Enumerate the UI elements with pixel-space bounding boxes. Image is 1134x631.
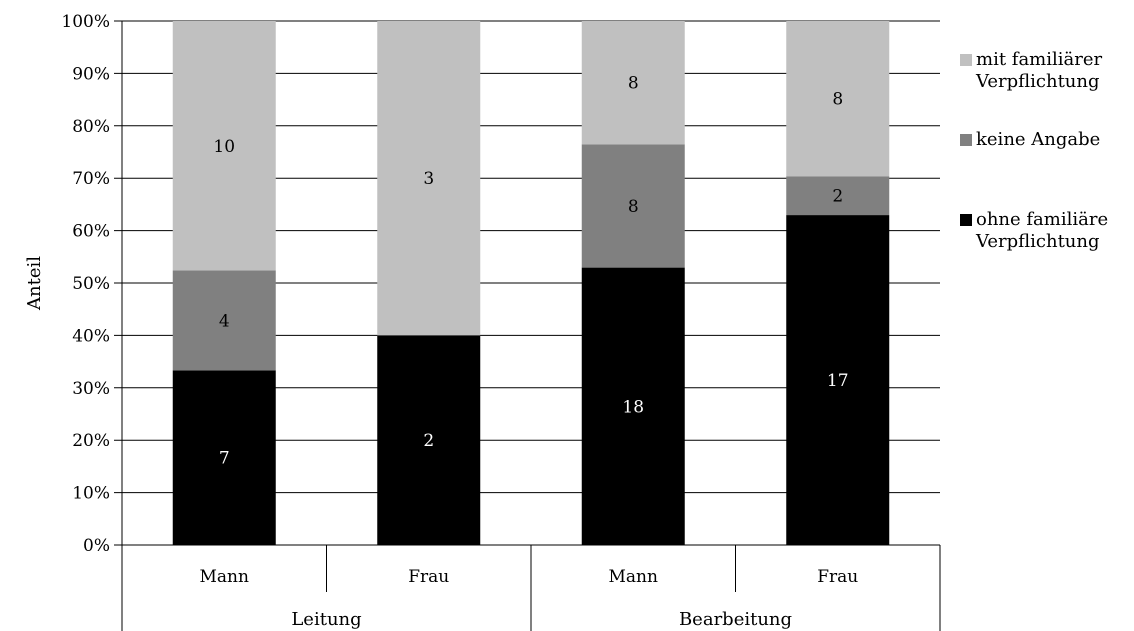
y-tick-label: 100% <box>61 12 110 32</box>
bar-segment <box>172 370 276 545</box>
data-label: 2 <box>423 431 434 451</box>
legend-swatch <box>960 54 972 66</box>
y-tick-label: 80% <box>72 117 110 137</box>
legend-label: keine Angabe <box>976 129 1100 150</box>
data-label: 17 <box>827 371 849 391</box>
y-tick-label: 50% <box>72 274 110 294</box>
y-tick-label: 20% <box>72 431 110 451</box>
data-label: 8 <box>832 90 843 110</box>
bar-segment <box>581 144 685 268</box>
y-tick-label: 40% <box>72 326 110 346</box>
legend-label: mit familiärer <box>976 49 1103 70</box>
bar-segment <box>377 335 481 545</box>
y-axis-ticks: 0% 10% 20% 30% 40% 50% 60% 70% 80% 90% 100% <box>61 12 110 556</box>
data-label: 18 <box>622 397 644 417</box>
x-group-label: Leitung <box>291 609 361 630</box>
x-category-label: Mann <box>609 567 658 587</box>
legend-swatch <box>960 134 972 146</box>
x-category-label: Frau <box>408 567 449 587</box>
legend-label: Verpflichtung <box>975 231 1100 252</box>
legend-label: Verpflichtung <box>975 71 1100 92</box>
x-axis: Mann Frau Mann Frau Leitung Bearbeitung <box>121 21 941 631</box>
legend-label: ohne familiäre <box>976 209 1108 230</box>
y-tick-label: 10% <box>72 484 110 504</box>
y-axis-label: Anteil <box>24 256 45 311</box>
bar-segment <box>581 267 685 545</box>
data-label: 3 <box>423 169 434 189</box>
data-label: 2 <box>832 187 843 207</box>
data-label: 8 <box>628 74 639 94</box>
x-group-label: Bearbeitung <box>679 609 792 630</box>
x-category-label: Mann <box>200 567 249 587</box>
y-tick-label: 30% <box>72 379 110 399</box>
bar-segment <box>377 21 481 336</box>
y-tick-label: 60% <box>72 222 110 242</box>
legend-item: keine Angabe <box>960 129 1100 150</box>
data-label: 7 <box>219 449 230 469</box>
bar-segment <box>786 21 890 177</box>
data-label: 8 <box>628 197 639 217</box>
bar-segment <box>581 21 685 145</box>
data-label: 4 <box>219 311 230 331</box>
bar-segment <box>172 21 276 271</box>
legend-swatch <box>960 214 972 226</box>
x-category-label: Frau <box>817 567 858 587</box>
y-tick-label: 0% <box>83 536 110 556</box>
bar-segment <box>172 270 276 371</box>
y-tick-label: 90% <box>72 64 110 84</box>
data-labels: 7 4 10 2 3 18 8 8 17 2 8 <box>213 74 848 469</box>
data-label: 10 <box>213 137 235 157</box>
bars <box>172 21 890 545</box>
bar-segment <box>786 215 890 545</box>
bar-segment <box>786 176 890 216</box>
y-tick-label: 70% <box>72 169 110 189</box>
